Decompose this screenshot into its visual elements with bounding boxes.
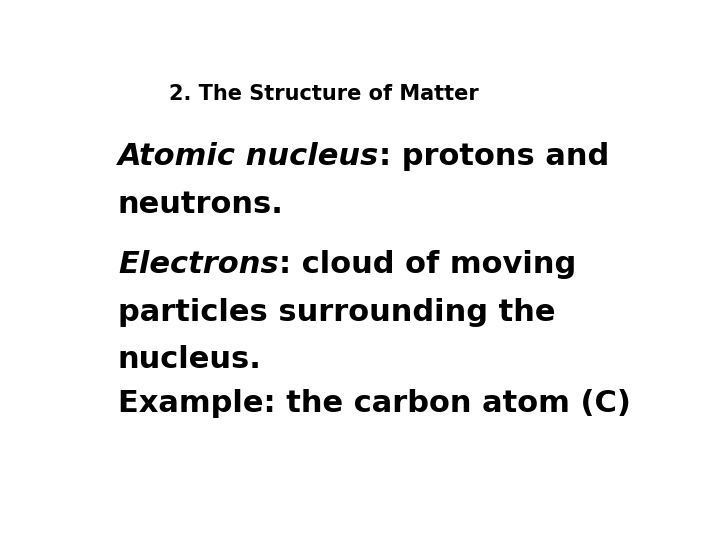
Text: : cloud of moving: : cloud of moving [279,250,576,279]
Text: nucleus.: nucleus. [118,346,262,374]
Text: 2. The Structure of Matter: 2. The Structure of Matter [169,84,480,104]
Text: : protons and: : protons and [379,141,609,171]
Text: Example: the carbon atom (C): Example: the carbon atom (C) [118,389,631,418]
Text: particles surrounding the: particles surrounding the [118,298,555,327]
Text: Electrons: Electrons [118,250,279,279]
Text: Atomic nucleus: Atomic nucleus [118,141,379,171]
Text: neutrons.: neutrons. [118,190,284,219]
